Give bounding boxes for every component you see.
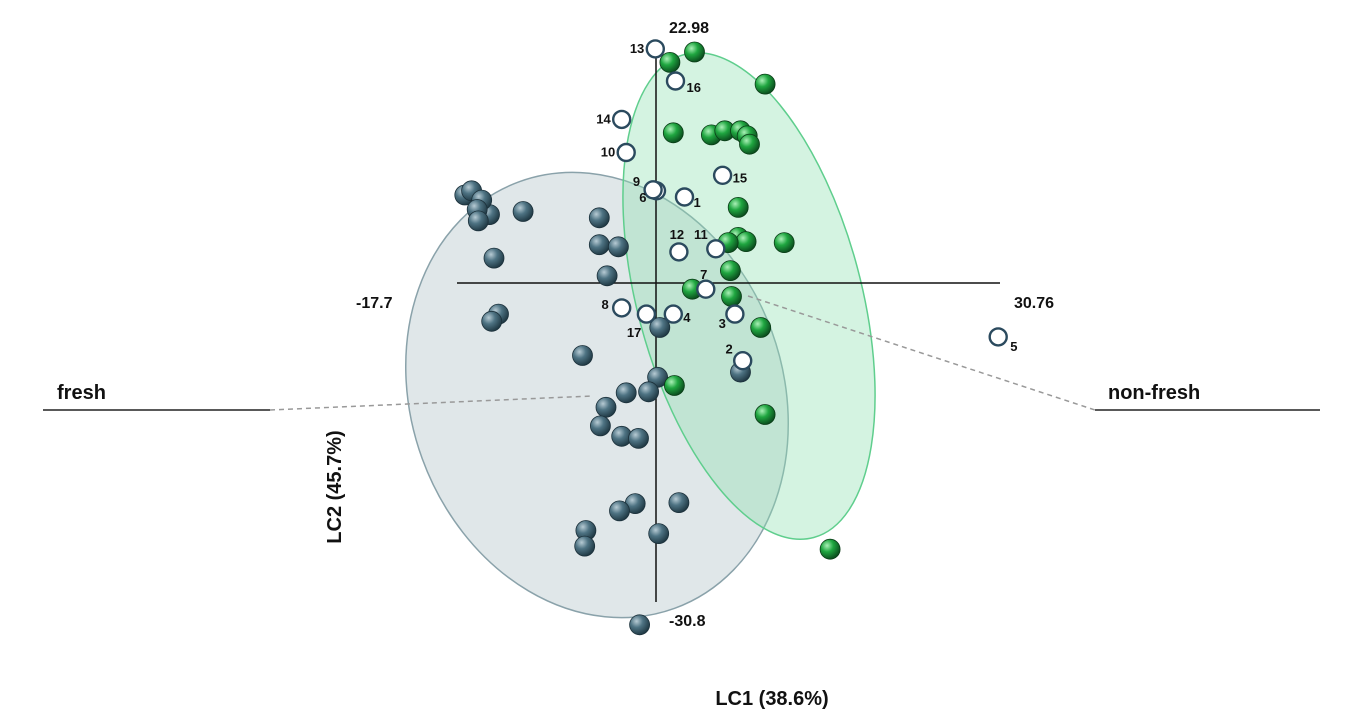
x-max-tick: 30.76 (1014, 295, 1054, 312)
non-fresh-point (659, 52, 681, 73)
test-sample-label: 13 (630, 41, 644, 56)
test-sample-label: 3 (719, 316, 726, 331)
non-fresh-point (727, 196, 749, 218)
fresh-point (608, 236, 629, 258)
y-max-tick: 22.98 (669, 20, 709, 37)
test-sample-point (665, 71, 686, 91)
non-fresh-group-label: non-fresh (1108, 382, 1200, 404)
test-sample-label: 15 (733, 170, 747, 185)
non-fresh-point (684, 41, 705, 63)
test-sample-point (612, 298, 632, 318)
test-sample-label: 4 (683, 310, 691, 325)
non-fresh-point (720, 260, 741, 282)
fresh-point (649, 317, 671, 338)
test-sample-point (725, 304, 745, 324)
test-sample-label: 11 (694, 227, 708, 242)
fresh-point (574, 535, 596, 557)
test-sample-label: 17 (627, 325, 641, 340)
fresh-point (615, 382, 637, 404)
non-fresh-point (754, 404, 776, 425)
non-fresh-point (721, 286, 742, 307)
test-sample-point (612, 109, 632, 130)
test-sample-label: 6 (639, 190, 646, 205)
test-sample-point (636, 304, 657, 324)
fresh-point (596, 265, 618, 287)
non-fresh-point (662, 122, 684, 144)
test-sample-point (988, 327, 1008, 347)
test-sample-label: 10 (601, 145, 615, 160)
fresh-point (588, 207, 610, 229)
test-sample-label: 8 (601, 297, 608, 312)
test-sample-point (645, 39, 665, 59)
test-sample-label: 14 (596, 111, 611, 126)
fresh-point (467, 210, 489, 232)
fresh-point (588, 234, 610, 256)
non-fresh-point (664, 375, 685, 396)
non-fresh-point (750, 317, 772, 338)
test-sample-point (733, 351, 753, 371)
fresh-point (512, 201, 534, 222)
fresh-point (481, 310, 503, 332)
non-fresh-point (754, 73, 776, 95)
x-min-tick: -17.7 (356, 295, 393, 312)
test-sample-point (696, 279, 716, 299)
fresh-point (668, 492, 690, 514)
test-sample-label: 7 (700, 267, 707, 282)
test-sample-point (643, 180, 663, 200)
test-sample-point (663, 304, 683, 324)
test-sample-label: 1 (694, 195, 701, 210)
test-sample-point (674, 187, 695, 207)
fresh-point (595, 396, 617, 418)
non-fresh-point (819, 538, 841, 560)
test-sample-point (706, 239, 726, 259)
non-fresh-point (739, 133, 760, 155)
fresh-point (638, 381, 659, 403)
fresh-point (629, 614, 650, 636)
test-sample-label: 16 (687, 80, 701, 95)
fresh-point (572, 345, 593, 366)
test-sample-label: 12 (670, 227, 684, 242)
fresh-point (590, 415, 611, 437)
fresh-point (628, 427, 649, 449)
fresh-point (648, 523, 670, 544)
fresh-point (609, 500, 630, 522)
fresh-point (483, 247, 505, 269)
test-sample-label: 5 (1010, 339, 1017, 354)
y-min-tick: -30.8 (669, 613, 706, 630)
test-sample-point (669, 242, 689, 262)
test-sample-point (616, 142, 636, 163)
non-fresh-point (735, 231, 757, 253)
non-fresh-connector (747, 295, 1096, 411)
test-sample-label: 9 (633, 174, 640, 189)
y-axis-label: LC2 (45.7%) (324, 430, 346, 543)
x-axis-label: LC1 (38.6%) (715, 688, 828, 710)
test-sample-label: 2 (725, 342, 732, 357)
test-sample-point (712, 165, 733, 186)
fresh-group-label: fresh (57, 382, 106, 404)
non-fresh-point (773, 232, 795, 254)
